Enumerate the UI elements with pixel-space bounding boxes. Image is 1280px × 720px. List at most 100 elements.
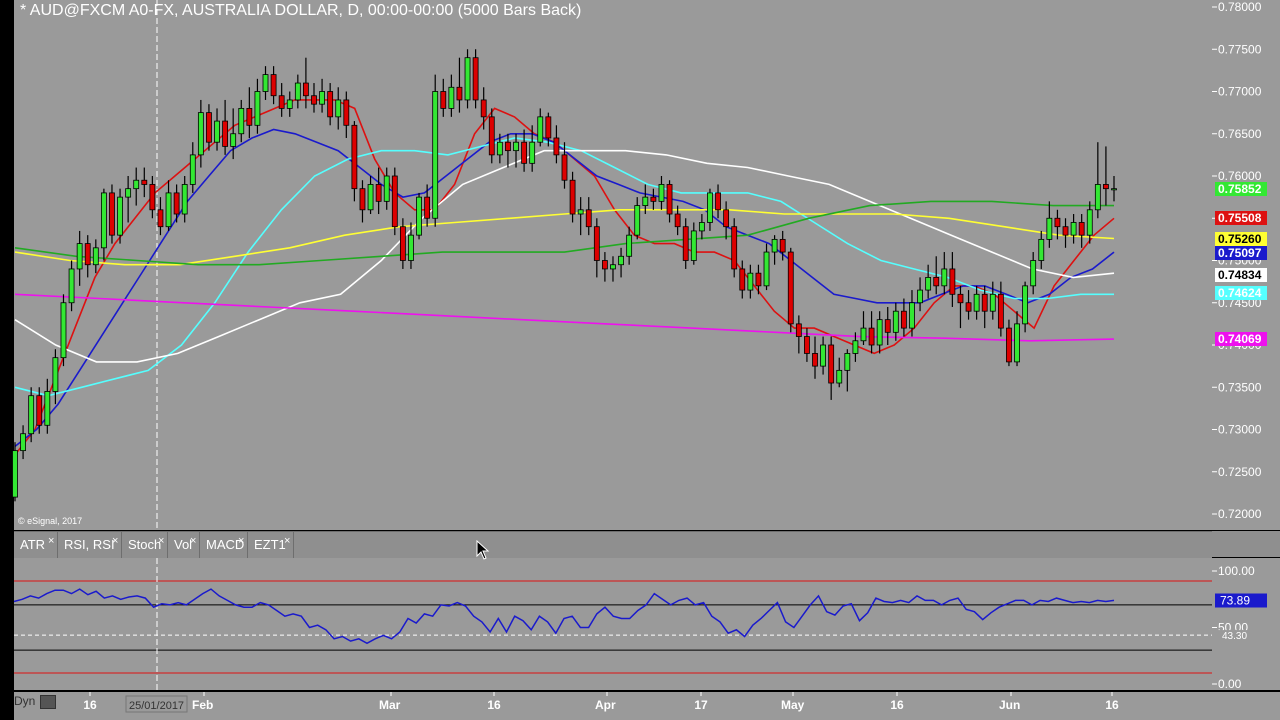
rsi-last-value-bg [1215,593,1267,608]
candle-body [1038,238,1045,261]
y-tick-label: 0.76500 [1218,127,1262,141]
tab-close-icon[interactable]: × [158,535,165,547]
candle-body [440,91,447,109]
candle-body [20,433,26,452]
last-value-label-text: 0.75852 [1218,182,1262,196]
last-value-label-bg [1215,246,1267,260]
copyright: © eSignal, 2017 [18,516,83,526]
tab-separator [57,532,58,558]
tab-label: MACD [206,537,245,552]
candle-body [391,175,398,228]
price-chart[interactable]: 0.78000 0.77500 0.77000 0.76500 0.76000 0.755… [0,0,1280,530]
tab-stoch[interactable]: Stoch × [122,532,168,558]
candle-body [755,272,762,287]
last-value-label-text: 0.75260 [1218,232,1262,246]
tab-close-icon[interactable]: × [238,535,245,547]
y-tick-label: 0.78000 [1218,0,1262,14]
x-tick-label: Apr [595,698,616,712]
candle-body [456,86,463,101]
x-tick-label: 16 [1105,698,1119,712]
candle-body [820,344,826,367]
candle-body [731,226,738,270]
x-tick-label: 16 [487,698,501,712]
last-value-label-bg [1215,286,1267,300]
candle-body [626,234,633,257]
last-value-label-bg [1215,232,1267,246]
x-tick-label: Feb [192,698,213,712]
rsi-axis[interactable] [1212,558,1280,690]
last-value-label: 0.74069 [1215,332,1267,346]
candle-body [965,302,972,312]
candle-body [884,319,891,333]
candle-body [472,57,479,101]
candle-body [1094,184,1101,211]
tab-atr[interactable]: ATR × [14,532,58,558]
dyn-label[interactable]: Dyn [14,694,36,708]
price-axis[interactable] [1212,0,1280,530]
candle-body [1086,209,1093,236]
candle-body [76,243,83,270]
candle-body [351,124,358,190]
candle-body [359,188,366,211]
candle-body [1022,285,1029,325]
candle-body [52,357,59,392]
candle-body [84,243,91,266]
candle-body [1078,222,1085,236]
indicator-tab-bar: ATR × RSI, RSI × Stoch × Vol × MACD × EZT1 × [14,531,1212,559]
dyn-icon[interactable] [40,695,56,709]
tab-macd[interactable]: MACD × [200,532,248,558]
candle-body [424,196,431,219]
candle-body [513,141,519,152]
last-value-label: 0.75097 [1215,246,1267,260]
candle-body [505,141,511,152]
candle-body [997,293,1004,329]
rsi-panel[interactable] [14,558,1212,690]
candle-body [868,327,875,346]
candle-body [569,179,576,215]
last-value-label: 0.74624 [1215,286,1267,300]
candle-body [36,395,43,426]
candle-body [383,175,390,202]
tab-ezt1[interactable]: EZT1 × [248,532,294,558]
candle-body [262,74,269,92]
candle-body [270,74,277,97]
rsi-tick-label: 0.00 [1218,677,1242,691]
candle-body [246,108,253,126]
candle-body [416,196,422,236]
candle-body [844,353,851,371]
x-tick-label: Jun [999,698,1020,712]
candle-body [690,230,697,261]
candle-body [496,141,503,156]
last-value-label-bg [1215,182,1267,196]
candle-body [852,340,859,354]
tab-close-icon[interactable]: × [190,535,197,547]
candle-body [44,391,51,426]
candle-body [12,450,18,498]
y-tick-label: 0.77000 [1218,85,1262,99]
candle-body [141,179,148,185]
mouse-cursor-icon [476,540,490,560]
candle-body [537,116,544,143]
candle-body [973,293,980,312]
tab-vol[interactable]: Vol × [168,532,200,558]
tab-close-icon[interactable]: × [48,535,55,547]
candle-body [795,323,802,337]
candle-body [125,188,132,198]
tab-separator [121,532,122,558]
time-axis[interactable] [14,692,1280,720]
candle-body [747,272,754,291]
candle-body [448,86,455,109]
tab-close-icon[interactable]: × [284,535,291,547]
candle-body [408,234,414,261]
candle-body [698,222,705,232]
x-tick-label: Mar [379,698,401,712]
tab-separator [199,532,200,558]
tab-rsi-rsi[interactable]: RSI, RSI × [58,532,122,558]
y-tick-label: 0.73500 [1218,380,1262,394]
tab-close-icon[interactable]: × [112,535,119,547]
candle-body [214,120,220,143]
candle-body [399,226,406,261]
candle-body [634,205,641,236]
candle-body [707,192,713,223]
